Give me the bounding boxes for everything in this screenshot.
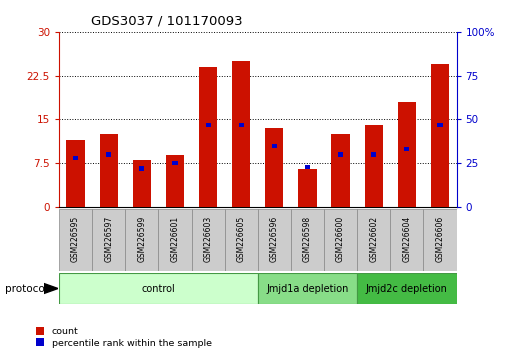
Bar [371,153,377,156]
Bar [404,147,409,151]
Bar [431,64,449,207]
Bar [338,153,343,156]
Text: GSM226600: GSM226600 [336,216,345,262]
Bar [206,123,211,127]
Text: GSM226597: GSM226597 [104,216,113,262]
Text: GSM226602: GSM226602 [369,216,378,262]
Bar [199,67,217,207]
Text: control: control [142,284,175,293]
Text: GSM226596: GSM226596 [270,216,279,262]
Bar [133,160,151,207]
Bar [423,209,457,271]
Text: GSM226605: GSM226605 [236,216,246,262]
Text: GSM226599: GSM226599 [137,216,146,262]
Bar [232,61,250,207]
Text: GSM226598: GSM226598 [303,216,312,262]
Legend: count, percentile rank within the sample: count, percentile rank within the sample [35,327,211,348]
Polygon shape [44,284,58,293]
Bar [324,209,357,271]
Bar [272,144,277,148]
Bar [365,125,383,207]
Bar [258,273,357,304]
Bar [59,273,258,304]
Bar [390,209,423,271]
Bar [357,209,390,271]
Text: GSM226604: GSM226604 [402,216,411,262]
Bar [438,123,443,127]
Bar [100,134,118,207]
Bar [331,134,350,207]
Bar [125,209,159,271]
Bar [172,161,177,165]
Bar [92,209,125,271]
Bar [106,153,111,156]
Text: GSM226603: GSM226603 [204,216,212,262]
Text: Jmjd1a depletion: Jmjd1a depletion [266,284,349,293]
Bar [73,156,78,160]
Bar [166,154,184,207]
Bar [398,102,416,207]
Bar [265,128,284,207]
Bar [59,209,92,271]
Bar [239,123,244,127]
Bar [191,209,225,271]
Text: GDS3037 / 101170093: GDS3037 / 101170093 [91,15,243,28]
Bar [159,209,191,271]
Bar [299,169,317,207]
Text: GSM226601: GSM226601 [170,216,180,262]
Bar [67,140,85,207]
Bar [225,209,258,271]
Bar [357,273,457,304]
Bar [258,209,291,271]
Text: GSM226606: GSM226606 [436,216,444,262]
Bar [291,209,324,271]
Bar [139,166,144,171]
Text: GSM226595: GSM226595 [71,216,80,262]
Bar [305,165,310,169]
Text: protocol: protocol [5,284,48,293]
Text: Jmjd2c depletion: Jmjd2c depletion [366,284,448,293]
